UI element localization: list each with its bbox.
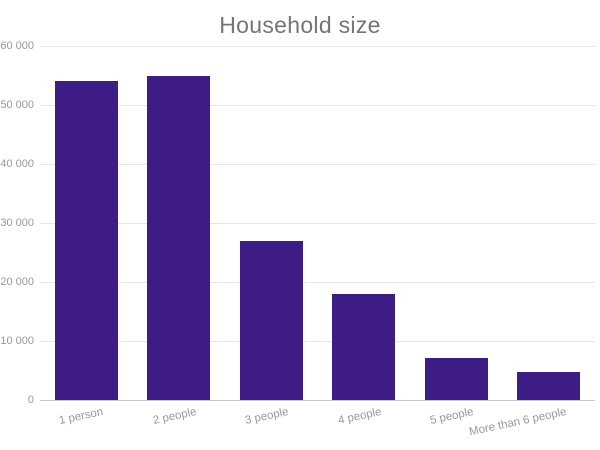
bar-1-person	[54, 81, 118, 400]
x-axis-tick-label: 2 people	[151, 406, 198, 427]
bar-slot	[503, 46, 596, 400]
x-axis-tick-label: 5 people	[429, 406, 475, 427]
bar-slot	[225, 46, 318, 400]
y-axis-tick-label: 40 000	[0, 158, 34, 170]
bar-2-people	[147, 75, 211, 400]
y-axis-tick-label: 10 000	[0, 335, 34, 347]
gridline	[40, 46, 595, 47]
bar-3-people	[239, 240, 303, 400]
x-axis-tick-label: More than 6 people	[467, 406, 568, 439]
bar-slot	[40, 46, 133, 400]
gridline	[40, 164, 595, 165]
bar-slot	[318, 46, 411, 400]
bar-slot	[133, 46, 226, 400]
y-axis-tick-label: 0	[27, 394, 34, 406]
bar-series	[40, 46, 595, 400]
bar-slot	[410, 46, 503, 400]
plot-area: 0 10 000 20 000 30 000 40 000 50 000 60 000 1 …	[0, 40, 595, 438]
y-axis-tick-label: 60 000	[0, 40, 34, 52]
x-axis-tick-label: 3 people	[244, 406, 290, 427]
gridline	[40, 341, 595, 342]
gridline	[40, 223, 595, 224]
x-axis-labels: 1 person 2 people 3 people 4 people 5 people…	[40, 400, 595, 450]
gridline	[40, 105, 595, 106]
x-axis-tick-label: 1 person	[58, 406, 105, 428]
y-axis-tick-label: 20 000	[0, 276, 34, 288]
y-axis-tick-label: 30 000	[0, 217, 34, 229]
gridline	[40, 282, 595, 283]
y-axis-tick-label: 50 000	[0, 99, 34, 111]
chart-title: Household size	[219, 12, 381, 38]
x-axis-tick-label: 4 people	[336, 406, 383, 427]
bar-more-than-6-people	[517, 371, 581, 400]
bar-4-people	[332, 293, 396, 400]
bar-5-people	[424, 357, 488, 400]
x-axis-line	[40, 400, 595, 401]
